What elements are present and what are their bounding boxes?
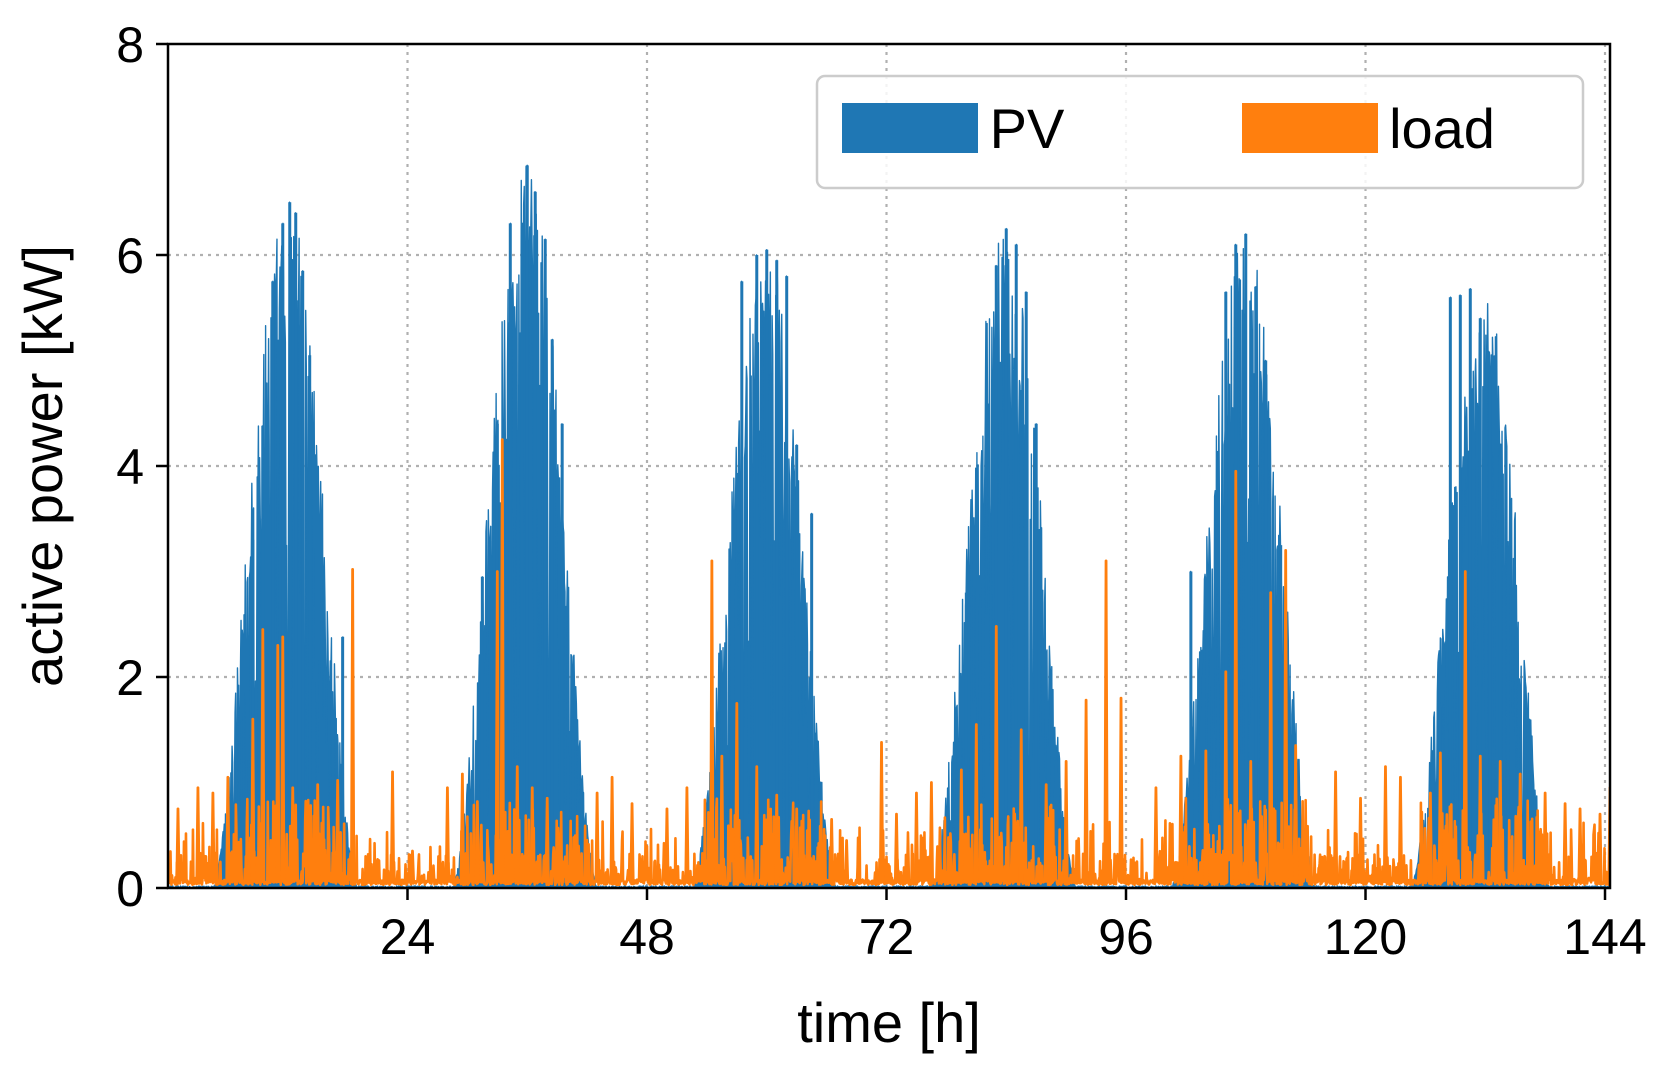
- load-spike: [893, 812, 900, 883]
- load-spike: [913, 791, 920, 883]
- load-spike: [1103, 559, 1109, 883]
- load-spike: [1153, 786, 1159, 883]
- load-spike: [1357, 796, 1364, 883]
- load-spike: [993, 624, 999, 883]
- load-spike: [1477, 754, 1483, 883]
- y-axis-label: active power [kW]: [11, 245, 74, 687]
- load-spike: [1233, 469, 1239, 883]
- legend-swatch-load: [1242, 103, 1378, 153]
- legend-label-load: load: [1389, 97, 1495, 160]
- load-spike: [494, 570, 500, 883]
- load-spike: [1437, 751, 1443, 883]
- load-spike: [499, 438, 505, 883]
- load-spike: [928, 781, 935, 883]
- load-spike: [794, 807, 800, 883]
- load-spike: [514, 765, 520, 883]
- load-spike: [529, 786, 535, 883]
- load-spike: [1018, 728, 1024, 883]
- load-spike: [1427, 791, 1433, 883]
- load-spike: [754, 765, 760, 883]
- load-spike: [275, 643, 281, 883]
- grid: [168, 44, 1610, 888]
- x-tick-label: 144: [1563, 909, 1646, 965]
- load-spike: [315, 783, 321, 883]
- y-tick-label: 4: [116, 439, 144, 495]
- load-spike: [260, 628, 266, 883]
- load-spike: [1063, 760, 1069, 883]
- load-spike: [709, 559, 715, 883]
- load-spike: [1293, 744, 1299, 883]
- load-spike: [719, 754, 725, 883]
- load-spike: [774, 793, 780, 883]
- load-spike: [1382, 765, 1389, 883]
- load-spike: [1118, 696, 1124, 883]
- load-spike: [1223, 670, 1229, 883]
- load-spike: [409, 849, 416, 883]
- legend-box: [815, 74, 1585, 190]
- load-spike: [474, 800, 480, 883]
- load-spike: [1178, 754, 1184, 883]
- plot-area: [168, 164, 1610, 888]
- load-spike: [1597, 812, 1603, 883]
- load-spike: [1043, 783, 1049, 883]
- x-tick-label: 96: [1098, 909, 1154, 965]
- load-spike: [175, 807, 181, 883]
- x-tick-label: 48: [619, 909, 675, 965]
- load-spike: [734, 701, 740, 883]
- load-spike: [684, 786, 690, 883]
- load-spike: [195, 786, 201, 883]
- load-spike: [1462, 570, 1468, 883]
- load-spike: [1397, 775, 1404, 883]
- load-spike: [1283, 549, 1289, 883]
- load-spike: [544, 796, 550, 883]
- load-spike: [1562, 802, 1568, 883]
- load-spike: [843, 839, 850, 883]
- load-spike: [210, 791, 216, 883]
- load-spike: [335, 778, 341, 883]
- load-spike: [1542, 791, 1548, 883]
- load-spike: [664, 807, 670, 883]
- series-load-line: [168, 797, 1610, 887]
- load-spike: [1083, 698, 1089, 883]
- load-spike: [1497, 760, 1503, 883]
- load-spike: [1268, 591, 1274, 883]
- load-spike: [1248, 760, 1254, 883]
- legend-swatch-pv: [842, 103, 978, 153]
- load-spike: [290, 786, 296, 883]
- load-spike: [444, 786, 451, 883]
- load-spike: [280, 635, 286, 883]
- x-tick-label: 120: [1324, 909, 1407, 965]
- load-spike: [829, 818, 835, 883]
- y-tick-label: 0: [116, 861, 144, 917]
- y-tick-label: 2: [116, 650, 144, 706]
- x-tick-label: 72: [859, 909, 915, 965]
- y-tick-label: 8: [116, 17, 144, 73]
- load-spike: [225, 775, 231, 883]
- load-spike: [1203, 749, 1209, 883]
- load-spike: [250, 717, 256, 883]
- x-tick-label: 24: [380, 909, 436, 965]
- load-spike: [958, 768, 964, 883]
- load-spike: [1332, 770, 1339, 883]
- load-spike: [459, 772, 465, 883]
- legend: PV load: [815, 74, 1585, 190]
- y-tick-label: 6: [116, 228, 144, 284]
- load-spike: [1577, 807, 1583, 883]
- load-spike: [609, 775, 615, 883]
- load-spike: [594, 791, 600, 883]
- load-spike: [350, 567, 356, 883]
- x-axis-label: time [h]: [797, 991, 981, 1054]
- legend-label-pv: PV: [990, 97, 1065, 160]
- load-spike: [1517, 772, 1523, 883]
- load-spike: [878, 741, 885, 883]
- load-spike: [389, 770, 396, 883]
- load-spike: [973, 723, 979, 883]
- load-spike: [629, 802, 635, 883]
